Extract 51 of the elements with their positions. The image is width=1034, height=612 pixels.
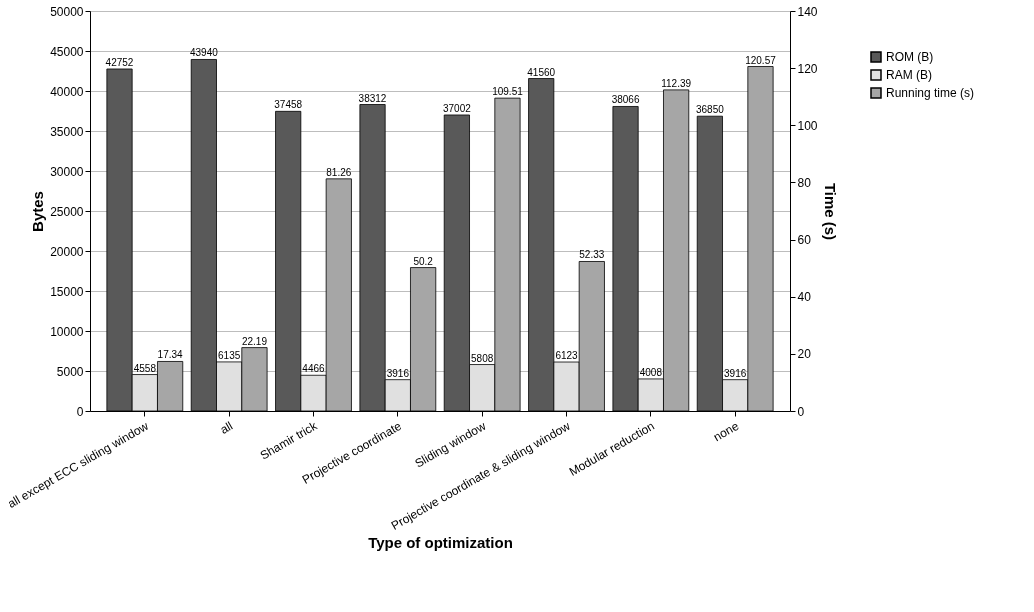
y2-tick-label: 140 <box>797 4 818 19</box>
data-label: 109.51 <box>492 86 524 98</box>
data-label: 4466 <box>302 363 326 375</box>
data-label: 50.2 <box>413 255 434 267</box>
x-tick-label: all <box>217 418 236 437</box>
y2-tick-label: 60 <box>797 233 812 248</box>
data-label: 112.39 <box>661 77 692 89</box>
data-label: 3916 <box>386 367 410 379</box>
data-label: 4558 <box>133 362 157 374</box>
data-label: 4008 <box>639 366 663 378</box>
data-label: 42752 <box>105 56 134 68</box>
data-label: 22.19 <box>241 335 268 347</box>
data-label: 6123 <box>555 350 579 362</box>
y2-tick-label: 100 <box>797 118 818 133</box>
data-label: 17.34 <box>157 349 184 361</box>
y-tick-label: 50000 <box>50 4 84 19</box>
data-label: 41560 <box>527 66 556 78</box>
data-label: 52.33 <box>579 249 605 261</box>
data-label: 38312 <box>358 92 387 104</box>
data-label: 38066 <box>611 94 640 106</box>
y-axis-title: Bytes <box>29 191 47 232</box>
x-axis-title: Type of optimization <box>368 534 513 552</box>
y-tick-label: 30000 <box>50 164 84 179</box>
y2-tick-label: 120 <box>797 61 818 76</box>
y-tick-label: 25000 <box>50 204 84 219</box>
data-label: 120.57 <box>745 54 777 66</box>
y-tick-label: 5000 <box>56 364 84 379</box>
legend-label: ROM (B) <box>886 50 934 64</box>
y-tick-label: 45000 <box>50 44 84 59</box>
y2-tick-label: 0 <box>797 404 805 419</box>
data-label: 3916 <box>724 367 747 379</box>
data-label: 6135 <box>218 349 241 361</box>
y-tick-label: 0 <box>76 404 84 419</box>
data-label: 81.26 <box>326 166 352 178</box>
y2-tick-label: 80 <box>797 175 812 190</box>
x-tick-label: none <box>711 418 742 445</box>
y-tick-label: 40000 <box>50 84 84 99</box>
data-label: 43940 <box>189 47 219 59</box>
y-tick-label: 35000 <box>50 124 84 139</box>
y-tick-label: 10000 <box>50 324 84 339</box>
data-label: 5808 <box>471 352 494 364</box>
y-tick-label: 15000 <box>50 284 84 299</box>
data-label: 37458 <box>274 99 303 111</box>
y2-axis-title: Time (s) <box>821 182 839 241</box>
data-label: 36850 <box>695 104 725 116</box>
legend-label: RAM (B) <box>886 68 932 82</box>
y2-tick-label: 20 <box>797 347 812 362</box>
y-tick-label: 20000 <box>50 244 84 259</box>
data-label: 37002 <box>442 102 472 114</box>
legend-label: Running time (s) <box>886 86 975 100</box>
y2-tick-label: 40 <box>797 290 812 305</box>
